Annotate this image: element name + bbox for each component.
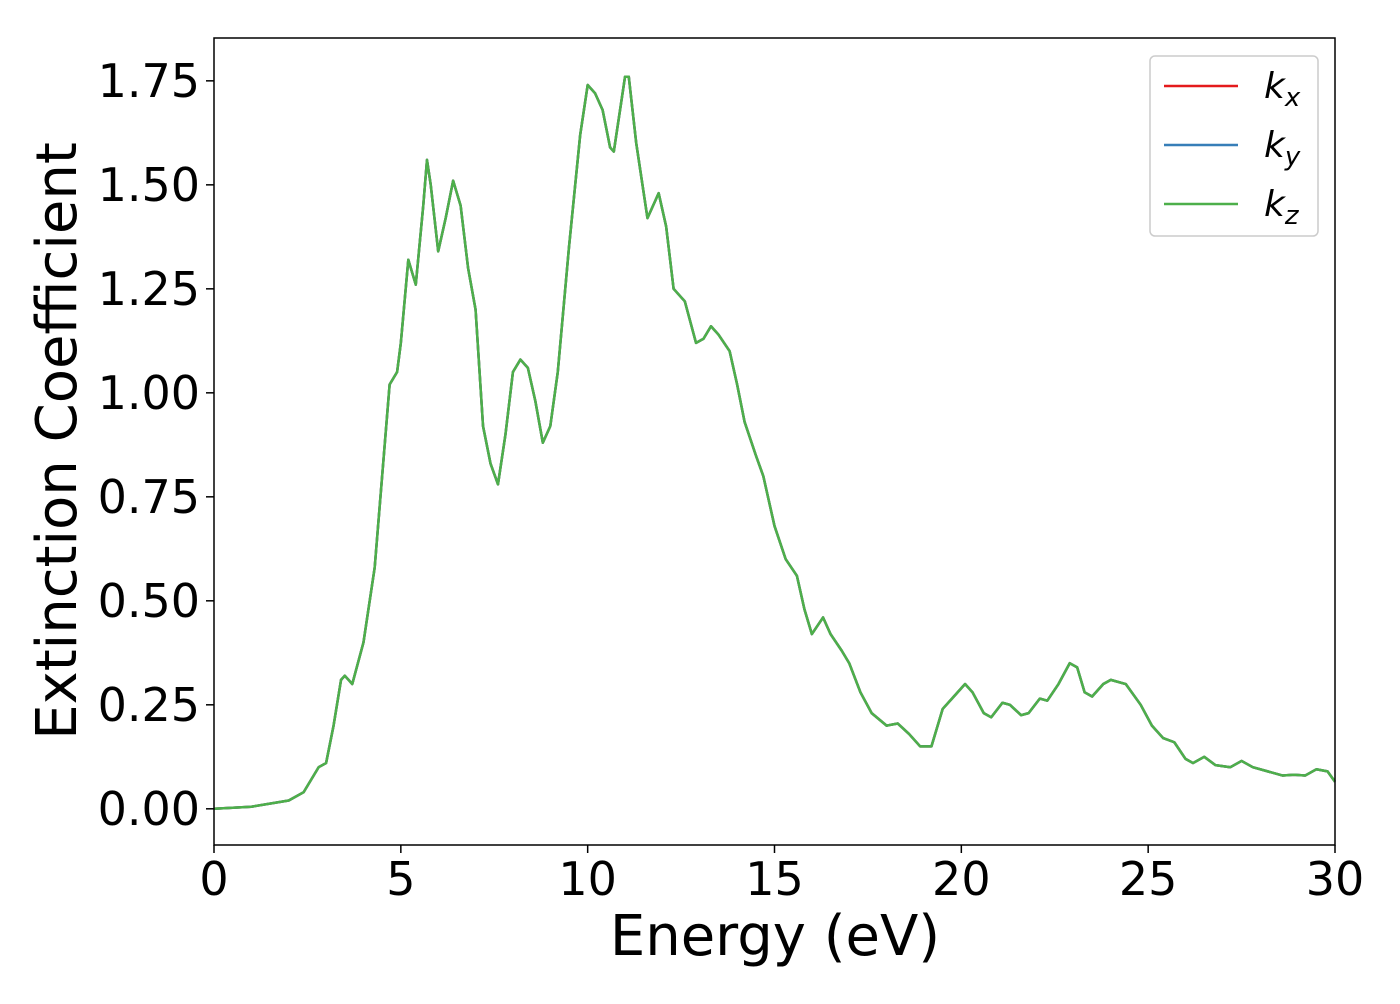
y-tick-label: 1.00 (98, 366, 200, 420)
legend-label: kz (1264, 184, 1300, 231)
legend-label: kx (1264, 66, 1301, 113)
legend-label: ky (1264, 125, 1301, 172)
x-axis-label: Energy (eV) (610, 904, 940, 969)
plot-frame (213, 37, 1336, 846)
y-tick-label: 1.50 (98, 158, 200, 212)
x-tick-label: 25 (1119, 852, 1178, 906)
x-tick-label: 10 (558, 852, 617, 906)
y-tick-label: 0.75 (98, 470, 200, 524)
series-line (213, 75, 1337, 811)
x-tick-label: 15 (745, 852, 804, 906)
y-tick-label: 0.00 (98, 782, 200, 836)
y-tick-label: 0.25 (98, 678, 200, 732)
y-axis-label: Extinction Coefficient (25, 142, 90, 740)
x-tick-label: 30 (1306, 852, 1365, 906)
x-tick-label: 20 (932, 852, 991, 906)
y-tick-label: 1.75 (98, 54, 200, 108)
y-tick-label: 1.25 (98, 262, 200, 316)
x-tick-label: 5 (386, 852, 415, 906)
y-tick-label: 0.50 (98, 574, 200, 628)
x-tick-label: 0 (199, 852, 228, 906)
